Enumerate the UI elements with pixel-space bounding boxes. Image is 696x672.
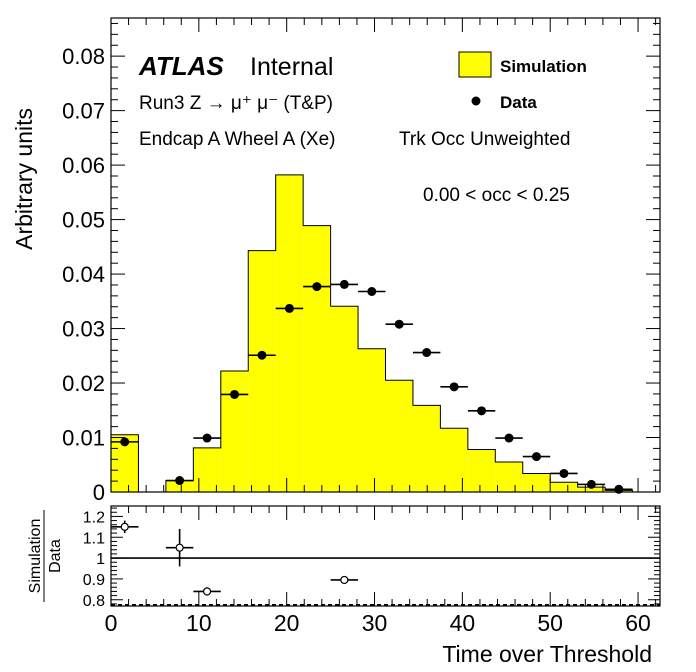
y-tick-label: 0.01: [62, 426, 105, 451]
data-point: [531, 452, 541, 462]
simulation-bar: [330, 306, 359, 492]
simulation-bar: [495, 462, 523, 492]
ratio-point: [120, 522, 129, 531]
legend-simulation-swatch: [458, 51, 492, 78]
ratio-points: [111, 520, 359, 596]
y-tick-label: 0.06: [62, 153, 105, 178]
ratio-y-tick-label: 0.9: [83, 572, 105, 589]
y-tick-label: 0.03: [62, 317, 105, 342]
ratio-point: [175, 543, 184, 552]
simulation-bar: [358, 348, 386, 492]
data-point: [559, 468, 569, 478]
legend-data-marker: [471, 96, 481, 106]
ratio-y-tick-label: 1: [96, 551, 105, 568]
simulation-bar: [550, 482, 578, 492]
main-y-axis: 0 0.01 0.02 0.03 0.04 0.05 0.06 0.07 0.08: [62, 22, 660, 505]
simulation-outline: [110, 174, 660, 493]
data-point: [120, 437, 130, 447]
ratio-point: [202, 587, 212, 596]
simulation-bar: [577, 487, 606, 492]
data-point: [312, 282, 322, 292]
ratio-point: [340, 575, 349, 585]
ratio-y-tick-label: 1.1: [83, 530, 105, 547]
x-tick-label: 60: [625, 610, 651, 636]
data-points: [111, 279, 633, 494]
ratio-y-axis: 0.8 0.9 1 1.1 1.2: [83, 507, 660, 610]
legend-data-label: Data: [500, 93, 537, 112]
ratio-y-axis-title: Simulation Data: [27, 510, 64, 602]
data-point: [257, 350, 267, 360]
x-tick-label: 10: [186, 610, 212, 636]
selection-label: 0.00 < occ < 0.25: [423, 185, 570, 206]
simulation-bar: [248, 250, 276, 492]
y-tick-label: 0.04: [62, 262, 105, 287]
simulation-bar: [440, 428, 468, 492]
y-tick-label: 0.08: [62, 44, 105, 69]
region-label: Endcap A Wheel A (Xe): [139, 129, 335, 150]
data-point: [449, 382, 459, 392]
data-point: [175, 476, 185, 486]
legend-simulation-label: Simulation: [500, 57, 587, 76]
x-tick-label: 20: [274, 610, 300, 636]
internal-label: Internal: [250, 53, 333, 81]
y-tick-label: 0: [93, 480, 105, 505]
ratio-y-tick-label: 0.8: [83, 593, 105, 610]
main-panel-frame: [110, 17, 661, 493]
data-point: [394, 319, 404, 329]
data-point: [422, 348, 432, 358]
y-tick-label: 0.07: [62, 99, 105, 124]
data-point: [339, 279, 349, 289]
simulation-bar: [193, 447, 221, 492]
data-point: [367, 287, 377, 297]
simulation-bar: [220, 371, 249, 492]
simulation-bar: [303, 225, 331, 492]
weighting-label: Trk Occ Unweighted: [399, 129, 570, 150]
x-tick-label: 30: [362, 610, 388, 636]
data-point: [202, 433, 212, 443]
x-tick-label: 40: [450, 610, 476, 636]
y-axis-title: Arbitrary units: [11, 108, 37, 250]
ratio-y-title-numerator: Simulation: [27, 519, 44, 594]
data-point: [284, 303, 294, 313]
simulation-bar: [165, 480, 194, 492]
data-point: [230, 389, 240, 399]
simulation-bar: [467, 449, 496, 492]
simulation-histogram: [110, 174, 660, 493]
process-label: Run3 Z → μ⁺ μ⁻ (T&P): [139, 93, 333, 114]
main-x-ticks: [110, 18, 657, 492]
y-tick-label: 0.02: [62, 371, 105, 396]
x-axis: 0 10 20 30 40 50 60: [105, 506, 657, 636]
simulation-bar: [412, 405, 441, 492]
x-tick-label: 0: [105, 610, 118, 636]
y-tick-label: 0.05: [62, 208, 105, 233]
simulation-bar: [385, 380, 413, 492]
data-point: [504, 433, 514, 443]
x-tick-label: 50: [537, 610, 563, 636]
simulation-bar: [522, 473, 551, 492]
legend: Simulation Data: [458, 51, 587, 112]
simulation-bar: [275, 174, 304, 492]
x-axis-title: Time over Threshold: [442, 641, 652, 667]
ratio-y-tick-label: 1.2: [83, 509, 105, 526]
ratio-y-title-denominator: Data: [47, 539, 64, 573]
atlas-label: ATLAS: [138, 51, 224, 81]
data-point: [586, 479, 596, 489]
data-point: [477, 406, 487, 416]
